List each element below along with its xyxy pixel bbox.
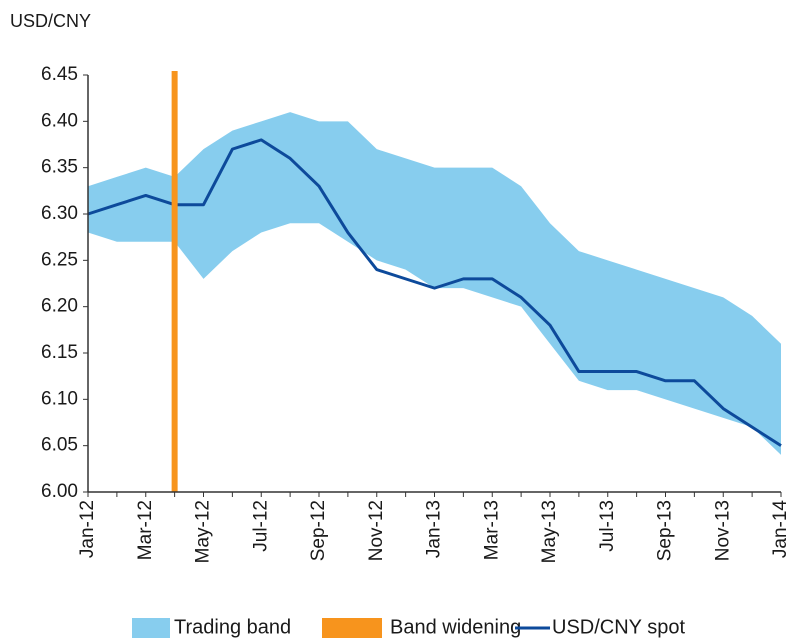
y-tick-label: 6.20 [41, 296, 78, 317]
x-tick-label: Jan-12 [77, 500, 98, 558]
x-tick-label: Sep-13 [655, 500, 676, 561]
legend-label: USD/CNY spot [552, 616, 685, 638]
band-widening [171, 71, 178, 492]
y-tick-label: 6.30 [41, 203, 78, 224]
y-tick-label: 6.45 [41, 64, 78, 85]
x-tick-label: May-13 [539, 500, 560, 563]
x-tick-label: May-12 [193, 500, 214, 563]
spot-line [87, 138, 782, 447]
x-tick-label: Nov-12 [366, 500, 387, 561]
x-tick-label: Nov-13 [712, 500, 733, 561]
legend-swatch [322, 618, 382, 638]
y-tick-label: 6.25 [41, 249, 78, 270]
legend-label: Band widening [390, 616, 521, 638]
y-tick-label: 6.40 [41, 110, 78, 131]
y-tick-label: 6.00 [41, 481, 78, 502]
y-axis-label: USD/CNY [10, 11, 91, 31]
legend-swatch [132, 618, 170, 638]
y-tick-label: 6.15 [41, 342, 78, 363]
y-tick-label: 6.05 [41, 435, 78, 456]
x-tick-label: Jul-13 [597, 500, 618, 552]
x-tick-label: Mar-12 [135, 500, 156, 560]
trading-band [88, 112, 781, 455]
x-tick-label: Jan-14 [770, 500, 791, 559]
x-tick-label: Mar-13 [481, 500, 502, 560]
x-tick-label: Jul-12 [250, 500, 271, 552]
legend-label: Trading band [174, 616, 291, 638]
y-tick-label: 6.10 [41, 388, 78, 409]
x-tick-label: Sep-12 [308, 500, 329, 561]
y-tick-label: 6.35 [41, 157, 78, 178]
x-tick-label: Jan-13 [424, 500, 445, 558]
